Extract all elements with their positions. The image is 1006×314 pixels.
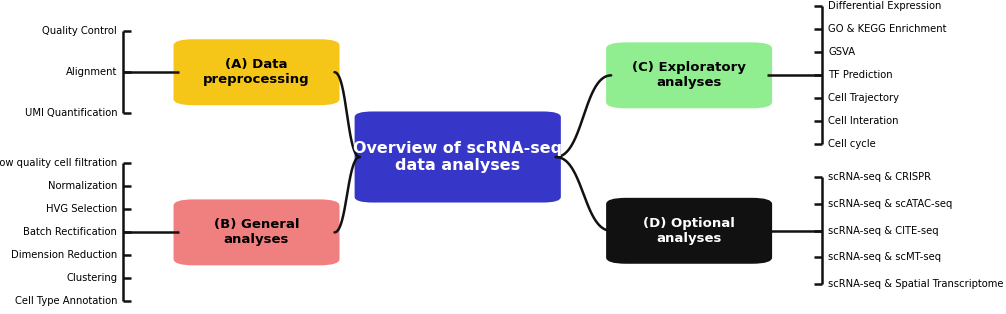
Text: Quality Control: Quality Control [42, 26, 117, 36]
FancyBboxPatch shape [606, 198, 773, 264]
Text: HVG Selection: HVG Selection [46, 204, 117, 214]
Text: (D) Optional
analyses: (D) Optional analyses [643, 217, 735, 245]
Text: (B) General
analyses: (B) General analyses [214, 218, 299, 246]
Text: Differential Expression: Differential Expression [829, 1, 942, 11]
Text: TF Prediction: TF Prediction [829, 70, 893, 80]
Text: Cell cycle: Cell cycle [829, 139, 876, 149]
FancyBboxPatch shape [606, 42, 773, 108]
Text: Cell Trajectory: Cell Trajectory [829, 93, 899, 103]
Text: scRNA-seq & CRISPR: scRNA-seq & CRISPR [829, 172, 932, 182]
Text: scRNA-seq & Spatial Transcriptome: scRNA-seq & Spatial Transcriptome [829, 279, 1004, 289]
Text: Batch Rectification: Batch Rectification [23, 227, 117, 237]
Text: Cell Interation: Cell Interation [829, 116, 899, 127]
Text: GO & KEGG Enrichment: GO & KEGG Enrichment [829, 24, 947, 34]
Text: Cell Type Annotation: Cell Type Annotation [15, 296, 117, 306]
Text: Normalization: Normalization [48, 181, 117, 191]
Text: scRNA-seq & scATAC-seq: scRNA-seq & scATAC-seq [829, 199, 953, 209]
Text: UMI Quantification: UMI Quantification [24, 108, 117, 118]
Text: Alignment: Alignment [65, 67, 117, 77]
Text: GSVA: GSVA [829, 47, 855, 57]
Text: scRNA-seq & CITE-seq: scRNA-seq & CITE-seq [829, 226, 939, 236]
Text: (C) Exploratory
analyses: (C) Exploratory analyses [632, 61, 746, 89]
Text: Overview of scRNA-seq
data analyses: Overview of scRNA-seq data analyses [353, 141, 562, 173]
FancyBboxPatch shape [173, 39, 340, 105]
Text: scRNA-seq & scMT-seq: scRNA-seq & scMT-seq [829, 252, 942, 263]
Text: Clustering: Clustering [66, 273, 117, 284]
Text: Low quality cell filtration: Low quality cell filtration [0, 158, 117, 168]
Text: Dimension Reduction: Dimension Reduction [11, 250, 117, 260]
FancyBboxPatch shape [173, 199, 340, 265]
FancyBboxPatch shape [354, 111, 561, 203]
Text: (A) Data
preprocessing: (A) Data preprocessing [203, 58, 310, 86]
